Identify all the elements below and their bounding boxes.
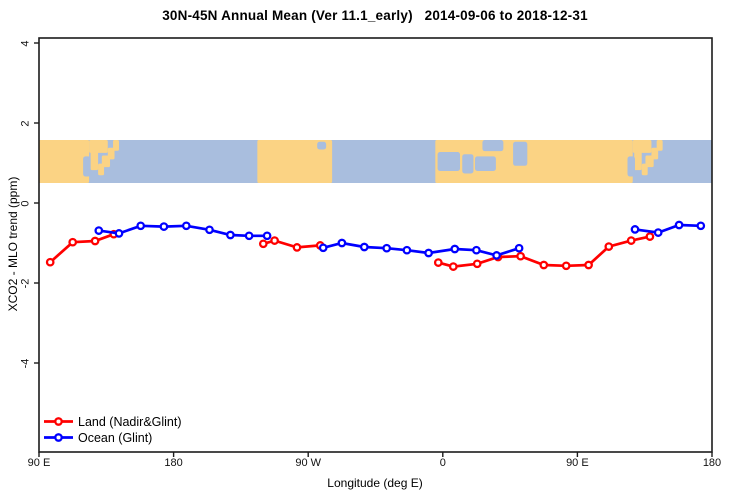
sea-shape [482, 140, 504, 152]
x-tick-label: 90 W [295, 457, 322, 469]
chart-title: 30N-45N Annual Mean (Ver 11.1_early) 201… [162, 8, 588, 23]
y-tick-label: -2 [19, 278, 32, 288]
sea-shape [627, 156, 635, 177]
y-axis-label: XCO2 - MLO trend (ppm) [6, 176, 20, 312]
x-tick-label: 90 E [27, 457, 51, 469]
land-shape [634, 148, 642, 171]
legend-label-ocean: Ocean (Glint) [78, 431, 153, 445]
x-tick-label: 90 E [566, 457, 589, 469]
y-tick-label: 4 [19, 39, 32, 47]
data-point-marker [674, 220, 684, 230]
series-line [261, 239, 322, 249]
data-point-marker [514, 243, 524, 253]
sea-shape [437, 152, 460, 171]
data-point-marker [262, 231, 272, 241]
land-shape [90, 148, 99, 171]
data-point-marker [94, 226, 104, 235]
data-point-marker [226, 230, 235, 240]
data-point-marker [472, 245, 481, 255]
data-point-marker [450, 244, 460, 254]
data-point-marker [68, 237, 78, 247]
sea-shape [474, 156, 496, 171]
series-line [321, 241, 521, 257]
series-line [48, 232, 116, 264]
sea-shape [462, 154, 474, 174]
data-point-marker [630, 225, 640, 234]
y-tick-label: 0 [19, 199, 32, 207]
data-point-marker [114, 229, 124, 238]
data-point-marker [90, 236, 100, 246]
data-point-marker [653, 228, 663, 237]
land-shape [656, 140, 663, 151]
data-point-marker [359, 242, 369, 252]
series-land [45, 229, 655, 271]
data-point-marker [159, 222, 169, 231]
data-point-marker [181, 221, 191, 231]
sea-shape [317, 141, 327, 150]
x-tick-label: 180 [702, 457, 722, 469]
data-point-marker [205, 225, 214, 235]
data-point-marker [136, 221, 146, 231]
x-tick-label: 180 [164, 457, 183, 469]
x-tick-label: 0 [439, 457, 446, 469]
data-point-marker [402, 245, 412, 255]
data-point-marker [270, 236, 279, 245]
data-point-marker [516, 251, 525, 261]
data-point-marker [433, 258, 443, 267]
y-tick-label: 2 [19, 119, 32, 127]
data-point-marker [382, 243, 392, 253]
map-band [39, 140, 712, 183]
x-axis-label: Longitude (deg E) [327, 476, 423, 490]
data-point-marker [645, 232, 655, 241]
data-point-marker [448, 262, 458, 271]
sea-shape [83, 156, 91, 177]
land-shape [107, 147, 115, 160]
land-shape [39, 140, 90, 183]
data-point-marker [696, 221, 706, 231]
plot-box [38, 37, 713, 453]
data-point-marker [584, 260, 593, 270]
legend-swatch-ocean [44, 433, 73, 442]
data-point-marker [318, 243, 328, 253]
data-point-marker [604, 242, 614, 251]
series-ocean [94, 220, 706, 260]
legend-label-land: Land (Nadir&Glint) [78, 415, 182, 429]
data-point-marker [492, 251, 501, 260]
data-point-marker [424, 248, 433, 258]
data-point-marker [292, 243, 302, 252]
data-point-marker [258, 239, 268, 249]
data-point-marker [337, 238, 347, 248]
series-line [633, 223, 703, 234]
legend-swatch-land [44, 417, 73, 426]
data-point-marker [626, 236, 636, 245]
data-point-marker [472, 259, 482, 269]
y-tick-label: -4 [19, 358, 32, 368]
data-point-marker [244, 231, 254, 241]
data-point-marker [539, 260, 549, 270]
land-shape [113, 140, 120, 151]
data-point-marker [45, 257, 55, 267]
sea-shape [513, 141, 528, 166]
land-shape [651, 147, 659, 160]
data-point-marker [561, 261, 571, 271]
land-shape [257, 140, 333, 183]
